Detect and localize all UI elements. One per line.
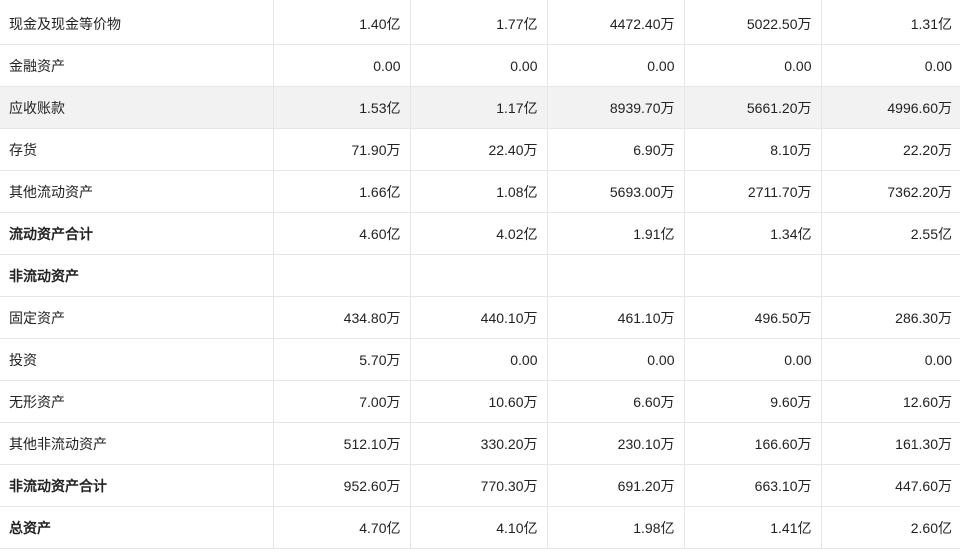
value-cell: 9.60万 xyxy=(683,380,821,423)
value-cell: 1.08亿 xyxy=(409,170,547,213)
value-cell: 461.10万 xyxy=(546,296,684,339)
row-label: 固定资产 xyxy=(0,296,273,339)
value-cell: 663.10万 xyxy=(683,464,821,507)
value-cell: 0.00 xyxy=(683,338,821,381)
value-cell: 1.31亿 xyxy=(820,3,960,45)
row-label: 应收账款 xyxy=(0,86,273,129)
table-row: 非流动资产合计 952.60万 770.30万 691.20万 663.10万 447.6… xyxy=(0,464,960,507)
value-cell xyxy=(272,254,410,297)
value-cell: 1.91亿 xyxy=(546,212,684,255)
table-row: 现金及现金等价物 1.40亿 1.77亿 4472.40万 5022.50万 1.31亿 xyxy=(0,3,960,45)
partial-row-borders xyxy=(0,0,960,3)
value-cell: 0.00 xyxy=(546,338,684,381)
table-row: 其他非流动资产 512.10万 330.20万 230.10万 166.60万 161.3… xyxy=(0,422,960,465)
table-row: 固定资产 434.80万 440.10万 461.10万 496.50万 286.30万 xyxy=(0,296,960,339)
value-cell: 5661.20万 xyxy=(683,86,821,129)
row-label: 金融资产 xyxy=(0,44,273,87)
value-cell: 770.30万 xyxy=(409,464,547,507)
value-cell: 2.55亿 xyxy=(820,212,960,255)
value-cell: 10.60万 xyxy=(409,380,547,423)
value-cell: 0.00 xyxy=(409,338,547,381)
table-row: 无形资产 7.00万 10.60万 6.60万 9.60万 12.60万 xyxy=(0,380,960,423)
row-label: 存货 xyxy=(0,128,273,171)
value-cell: 4.70亿 xyxy=(272,506,410,549)
value-cell: 4.02亿 xyxy=(409,212,547,255)
value-cell: 4472.40万 xyxy=(546,3,684,45)
value-cell: 952.60万 xyxy=(272,464,410,507)
value-cell: 0.00 xyxy=(820,44,960,87)
value-cell: 4.60亿 xyxy=(272,212,410,255)
value-cell: 2711.70万 xyxy=(683,170,821,213)
row-label: 非流动资产 xyxy=(0,254,273,297)
value-cell: 0.00 xyxy=(272,44,410,87)
value-cell: 0.00 xyxy=(683,44,821,87)
value-cell: 1.66亿 xyxy=(272,170,410,213)
value-cell: 330.20万 xyxy=(409,422,547,465)
table-body: 现金及现金等价物 1.40亿 1.77亿 4472.40万 5022.50万 1.31亿金… xyxy=(0,3,960,549)
value-cell: 1.40亿 xyxy=(272,3,410,45)
table-row: 金融资产 0.00 0.00 0.00 0.00 0.00 xyxy=(0,44,960,87)
table-row: 总资产 4.70亿 4.10亿 1.98亿 1.41亿 2.60亿 xyxy=(0,506,960,549)
value-cell: 71.90万 xyxy=(272,128,410,171)
value-cell xyxy=(820,254,960,297)
row-label: 流动资产合计 xyxy=(0,212,273,255)
value-cell: 6.60万 xyxy=(546,380,684,423)
value-cell: 2.60亿 xyxy=(820,506,960,549)
value-cell: 1.41亿 xyxy=(683,506,821,549)
balance-sheet-table: 现金及现金等价物 1.40亿 1.77亿 4472.40万 5022.50万 1.31亿金… xyxy=(0,3,960,549)
value-cell: 1.77亿 xyxy=(409,3,547,45)
table-row: 存货 71.90万 22.40万 6.90万 8.10万 22.20万 xyxy=(0,128,960,171)
value-cell: 8939.70万 xyxy=(546,86,684,129)
value-cell xyxy=(546,254,684,297)
value-cell: 161.30万 xyxy=(820,422,960,465)
value-cell: 8.10万 xyxy=(683,128,821,171)
table-row: 流动资产合计 4.60亿 4.02亿 1.91亿 1.34亿 2.55亿 xyxy=(0,212,960,255)
value-cell: 286.30万 xyxy=(820,296,960,339)
row-label: 其他非流动资产 xyxy=(0,422,273,465)
row-label: 非流动资产合计 xyxy=(0,464,273,507)
value-cell: 166.60万 xyxy=(683,422,821,465)
value-cell: 1.98亿 xyxy=(546,506,684,549)
value-cell: 447.60万 xyxy=(820,464,960,507)
table-row: 投资 5.70万 0.00 0.00 0.00 0.00 xyxy=(0,338,960,381)
row-label: 投资 xyxy=(0,338,273,381)
value-cell xyxy=(683,254,821,297)
value-cell: 434.80万 xyxy=(272,296,410,339)
value-cell: 22.40万 xyxy=(409,128,547,171)
value-cell: 230.10万 xyxy=(546,422,684,465)
value-cell: 440.10万 xyxy=(409,296,547,339)
value-cell: 6.90万 xyxy=(546,128,684,171)
row-label: 现金及现金等价物 xyxy=(0,3,273,45)
table-row: 应收账款 1.53亿 1.17亿 8939.70万 5661.20万 4996.60万 xyxy=(0,86,960,129)
value-cell: 5.70万 xyxy=(272,338,410,381)
value-cell: 1.53亿 xyxy=(272,86,410,129)
row-label: 无形资产 xyxy=(0,380,273,423)
value-cell: 1.17亿 xyxy=(409,86,547,129)
value-cell: 4996.60万 xyxy=(820,86,960,129)
value-cell: 691.20万 xyxy=(546,464,684,507)
value-cell: 5693.00万 xyxy=(546,170,684,213)
value-cell: 12.60万 xyxy=(820,380,960,423)
value-cell: 0.00 xyxy=(820,338,960,381)
value-cell: 5022.50万 xyxy=(683,3,821,45)
value-cell xyxy=(409,254,547,297)
table-row: 非流动资产 xyxy=(0,254,960,297)
row-label: 总资产 xyxy=(0,506,273,549)
value-cell: 0.00 xyxy=(409,44,547,87)
table-row: 其他流动资产 1.66亿 1.08亿 5693.00万 2711.70万 7362.20万 xyxy=(0,170,960,213)
value-cell: 4.10亿 xyxy=(409,506,547,549)
row-label: 其他流动资产 xyxy=(0,170,273,213)
value-cell: 496.50万 xyxy=(683,296,821,339)
value-cell: 1.34亿 xyxy=(683,212,821,255)
value-cell: 7.00万 xyxy=(272,380,410,423)
value-cell: 7362.20万 xyxy=(820,170,960,213)
value-cell: 512.10万 xyxy=(272,422,410,465)
value-cell: 0.00 xyxy=(546,44,684,87)
value-cell: 22.20万 xyxy=(820,128,960,171)
